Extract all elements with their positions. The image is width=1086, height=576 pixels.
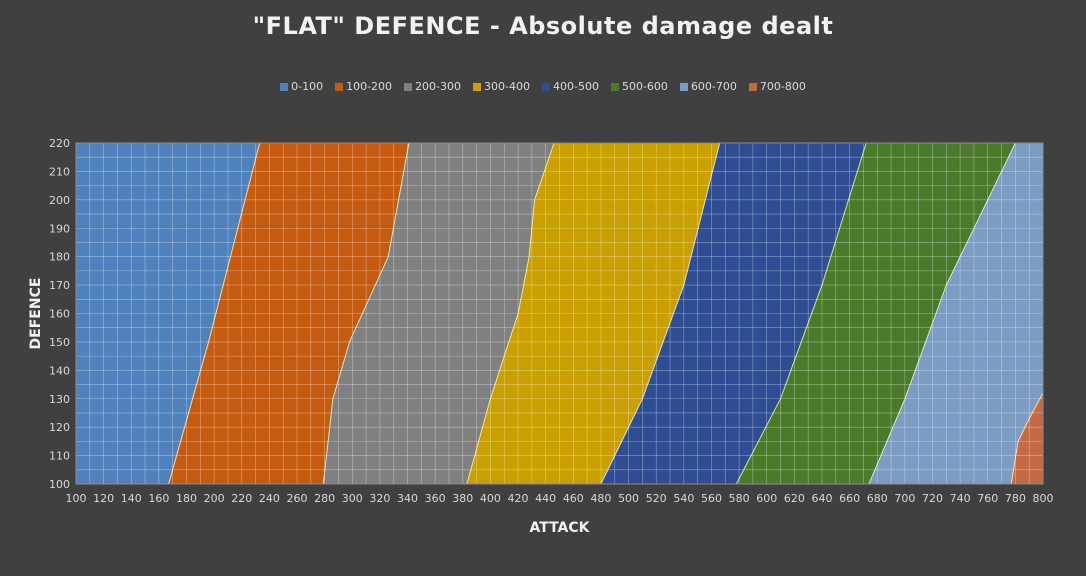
x-tick-label: 240 [259,492,280,505]
bands-group [76,143,1043,484]
band-boundary [600,143,721,484]
y-tick-label: 140 [49,364,70,377]
legend-item-300-400: 300-400 [473,80,530,93]
y-tick-label: 180 [49,251,70,264]
x-tick-label: 440 [535,492,556,505]
legend-item-0-100: 0-100 [280,80,323,93]
x-tick-label: 400 [480,492,501,505]
legend-label: 400-500 [553,80,599,93]
x-tick-label: 180 [176,492,197,505]
legend-label: 100-200 [346,80,393,93]
x-tick-label: 160 [148,492,169,505]
band-boundary [735,143,867,484]
legend-item-200-300: 200-300 [404,80,461,93]
y-tick-label: 170 [49,279,70,292]
legend-label: 0-100 [291,80,324,93]
x-tick-label: 260 [287,492,308,505]
legend-label: 600-700 [690,80,737,93]
x-tick-label: 420 [508,492,529,505]
legend: 0-100 100-200 200-300 300-400 400-500 50… [0,80,1086,93]
x-tick-label: 320 [369,492,390,505]
legend-item-600-700: 600-700 [679,80,737,93]
x-axis-title: ATTACK [529,520,590,536]
legend-label: 300-400 [484,80,530,93]
x-tick-label: 480 [590,492,611,505]
legend-swatch [404,82,413,91]
plot-frame [75,142,1044,485]
legend-swatch [473,82,482,91]
y-axis-title: DEFENCE [28,278,44,350]
x-tick-label: 340 [397,492,418,505]
x-tick-label: 640 [811,492,832,505]
band-400-500 [600,143,867,484]
x-tick-label: 560 [701,492,722,505]
x-tick-label: 740 [950,492,971,505]
x-tick-label: 720 [922,492,943,505]
x-tick-label: 120 [93,492,114,505]
legend-swatch [610,82,619,91]
band-boundary [466,143,555,484]
x-tick-label: 280 [314,492,335,505]
y-tick-label: 160 [49,308,70,321]
y-tick-label: 130 [49,393,70,406]
legend-label: 200-300 [415,80,462,93]
x-tick-label: 800 [1033,492,1054,505]
y-tick-label: 120 [49,421,70,434]
legend-item-500-600: 500-600 [610,80,668,93]
grid-group [76,143,1043,484]
chart-title: "FLAT" DEFENCE - Absolute damage dealt [252,12,834,40]
legend-swatch [280,82,289,91]
x-tick-label: 460 [563,492,584,505]
x-tick-label: 760 [977,492,998,505]
x-tick-label: 680 [867,492,888,505]
x-tick-label: 600 [756,492,777,505]
y-tick-label: 150 [49,336,70,349]
x-tick-label: 620 [784,492,805,505]
y-tick-label: 110 [49,450,70,463]
band-600-700 [868,143,1043,484]
x-tick-label: 100 [66,492,87,505]
legend-swatch [679,82,688,91]
x-tick-label: 380 [452,492,473,505]
band-0-100 [76,143,260,484]
legend-item-100-200: 100-200 [335,80,392,93]
band-200-300 [323,143,554,484]
y-tick-label: 210 [49,165,70,178]
band-500-600 [736,143,1016,484]
x-tick-label: 660 [839,492,860,505]
legend-label: 700-800 [759,80,806,93]
x-tick-label: 140 [121,492,142,505]
band-boundary [1010,392,1043,484]
x-tick-label: 520 [646,492,667,505]
y-tick-label: 100 [49,478,70,491]
x-tick-label: 700 [894,492,915,505]
legend-item-700-800: 700-800 [748,80,806,93]
legend-swatch [542,82,550,91]
band-boundary [322,143,410,484]
x-tick-label: 360 [425,492,446,505]
band-100-200 [168,143,409,484]
y-tick-label: 190 [49,222,70,235]
band-boundary [168,143,261,484]
x-tick-label: 200 [204,492,225,505]
band-boundary [868,143,1016,484]
x-tick-label: 780 [1005,492,1026,505]
legend-swatch [335,82,344,91]
legend-swatch [748,82,757,91]
x-tick-label: 540 [673,492,694,505]
band-700-800 [1011,143,1043,484]
band-300-400 [466,143,720,484]
legend-label: 500-600 [621,80,668,93]
x-tick-label: 220 [231,492,252,505]
y-tick-label: 200 [49,194,70,207]
y-tick-label: 220 [49,137,70,150]
legend-item-400-500: 400-500 [542,80,599,93]
x-tick-label: 500 [618,492,639,505]
x-tick-label: 580 [729,492,750,505]
x-tick-label: 300 [342,492,363,505]
